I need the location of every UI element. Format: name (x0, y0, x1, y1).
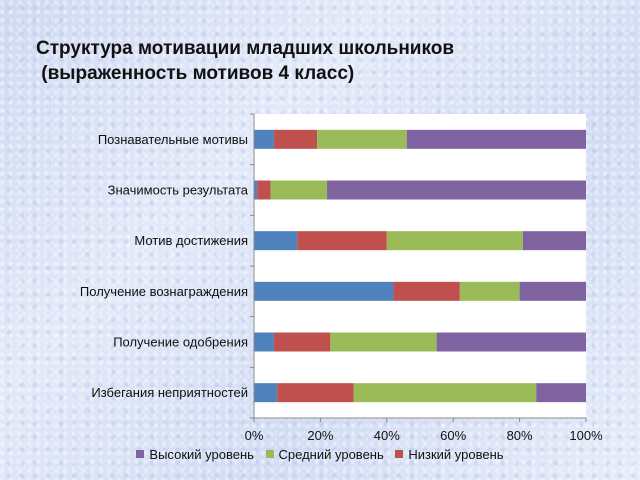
x-tick-label-6: 100% (569, 428, 603, 443)
bar-segment-6-series-2 (277, 383, 354, 403)
x-tick-label-4: 60% (440, 428, 466, 443)
bar-segment-5-series-3 (330, 332, 437, 352)
category-label-1: Познавательные мотивы (98, 132, 248, 147)
bar-segment-6-series-4 (536, 383, 586, 403)
bar-segment-6-series-3 (353, 383, 537, 403)
bar-segment-2-series-1 (254, 180, 258, 200)
category-label-5: Получение одобрения (113, 335, 248, 350)
legend-swatch-high (136, 450, 145, 458)
bar-segment-1-series-2 (273, 129, 318, 149)
legend-item-high: Высокий уровень (136, 447, 254, 462)
bar-segment-4-series-1 (254, 281, 394, 301)
plot-area (254, 114, 586, 418)
category-label-2: Значимость результата (108, 183, 249, 198)
x-tick-label-3: 40% (374, 428, 400, 443)
bar-segment-2-series-4 (327, 180, 586, 200)
chart-title-line-2: (выраженность мотивов 4 класс) (36, 63, 355, 84)
legend-label-medium: Средний уровень (278, 447, 384, 462)
x-tick-label-5: 80% (507, 428, 533, 443)
chart-legend: Высокий уровень Средний уровень Низкий у… (0, 447, 640, 462)
category-label-4: Получение вознаграждения (80, 284, 248, 299)
x-tick-label-2: 20% (307, 428, 333, 443)
legend-swatch-medium (265, 450, 274, 458)
bar-segment-3-series-4 (522, 231, 586, 251)
legend-label-high: Высокий уровень (149, 447, 254, 462)
chart-title-line-1: Структура мотивации младших школьников (36, 38, 455, 59)
bar-segment-2-series-3 (270, 180, 328, 200)
bar-segment-1-series-3 (317, 129, 407, 149)
bar-segment-3-series-1 (254, 231, 298, 251)
category-label-6: Избегания неприятностей (91, 385, 248, 400)
bar-segment-5-series-4 (436, 332, 586, 352)
bar-segment-6-series-1 (254, 383, 278, 403)
legend-label-low: Низкий уровень (408, 447, 504, 462)
bar-segment-4-series-4 (519, 281, 586, 301)
legend-swatch-low (395, 450, 404, 458)
legend-item-low: Низкий уровень (395, 447, 504, 462)
bar-segment-4-series-2 (393, 281, 460, 301)
bar-segment-5-series-1 (254, 332, 274, 352)
bar-segment-5-series-2 (273, 332, 331, 352)
x-tick-label-1: 0% (245, 428, 264, 443)
legend-item-medium: Средний уровень (265, 447, 384, 462)
bar-segment-1-series-4 (406, 129, 586, 149)
bar-segment-3-series-2 (297, 231, 387, 251)
bar-segment-4-series-3 (459, 281, 520, 301)
chart-title: Структура мотивации младших школьников (… (36, 36, 636, 86)
category-label-3: Мотив достижения (134, 233, 248, 248)
bar-segment-1-series-1 (254, 129, 274, 149)
bar-segment-3-series-3 (386, 231, 523, 251)
bar-segment-2-series-2 (257, 180, 271, 200)
